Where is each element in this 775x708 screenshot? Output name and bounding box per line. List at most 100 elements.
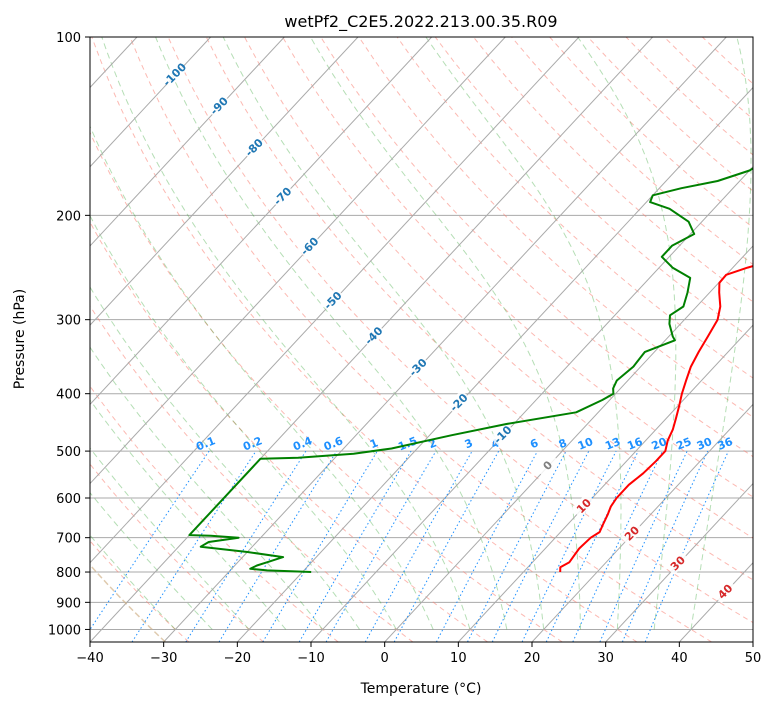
isotherm-line [90, 37, 285, 247]
moist-adiabat [310, 37, 581, 630]
moist-adiabat [90, 214, 397, 630]
y-axis: 100 200 300 400 500 600 700 800 900 1000 [48, 31, 90, 638]
isotherm-label-bg [570, 493, 596, 518]
moist-adiabat [90, 491, 213, 630]
mixing-ratio-label: 30 [695, 435, 714, 453]
y-tick-label: 300 [56, 314, 81, 329]
y-tick-label: 600 [56, 492, 81, 507]
dry-adiabat [434, 37, 753, 341]
mixing-ratio-label: 36 [716, 435, 735, 453]
isotherm-label-bg [405, 354, 430, 380]
isotherm-line [90, 37, 506, 485]
y-tick-label: 400 [56, 388, 81, 403]
y-tick-label: 500 [56, 445, 81, 460]
isotherm-label-bg [296, 233, 322, 259]
isotherm-label-bg [489, 421, 515, 447]
mixing-ratio-label: 2 [427, 436, 439, 451]
mixing-ratio-line [218, 450, 338, 642]
mixing-ratio-line [435, 450, 538, 642]
mixing-ratio-line [185, 450, 307, 642]
isotherm-line [752, 641, 753, 642]
x-tick-label: −40 [76, 651, 103, 666]
isotherm-line [163, 37, 727, 642]
isotherm-line [310, 165, 753, 642]
y-tick-label: 900 [56, 596, 81, 611]
dry-adiabat [129, 37, 712, 642]
x-axis: −40 −30 −20 −10 0 10 20 30 40 50 [76, 642, 761, 666]
isotherm-label-bg [206, 93, 232, 118]
mixing-ratio-line [262, 450, 378, 642]
isotherm-label-bg [360, 322, 386, 348]
moist-adiabat [222, 37, 545, 630]
moist-adiabat [155, 37, 508, 630]
mixing-ratio-label: 1 [368, 436, 380, 451]
dry-adiabat [90, 385, 339, 642]
isotherm-line [678, 562, 753, 642]
x-tick-label: 50 [745, 651, 762, 666]
mixing-ratio-line [298, 450, 412, 642]
mixing-ratio-line [521, 450, 617, 642]
moist-adiabat [690, 37, 752, 630]
dewpoint-profile [188, 167, 753, 573]
dry-adiabat [205, 37, 753, 581]
dry-adiabat [511, 37, 753, 266]
isotherm-label-bg [534, 452, 560, 478]
mixing-ratio-line [393, 450, 500, 642]
y-tick-label: 800 [56, 566, 81, 581]
mixing-ratio-line [131, 450, 257, 642]
mixing-ratio-line [364, 450, 473, 642]
x-tick-label: 10 [450, 651, 467, 666]
moist-adiabat [425, 37, 622, 630]
mixing-ratio-line [621, 450, 709, 642]
plot-frame [89, 36, 754, 643]
x-axis-label: Temperature (°C) [360, 681, 482, 697]
dry-adiabat [90, 540, 190, 642]
dry-adiabat [320, 37, 753, 458]
mixing-ratio-label: 16 [625, 435, 644, 453]
dry-adiabat [701, 37, 753, 85]
dry-adiabat [396, 37, 753, 379]
isotherm-label-bg [241, 134, 266, 160]
mixing-ratio-line [545, 450, 639, 642]
mixing-ratio-label: 10 [576, 435, 595, 453]
x-tick-label: 0 [381, 651, 389, 666]
isotherm-label-bg [664, 550, 690, 576]
mixing-ratio-label: 13 [603, 435, 622, 453]
y-tick-label: 200 [56, 209, 81, 224]
x-tick-label: 40 [671, 651, 688, 666]
isotherm-label-bg [269, 183, 295, 208]
isotherm-label-bg [619, 520, 644, 546]
line-labels: 0.1 0.2 0.4 0.6 1 1.5 2 3 4 6 8 10 13 16 20 25 30 36-100-… [160, 60, 738, 604]
moist-adiabat [90, 534, 176, 630]
mixing-ratio-label: 3 [463, 436, 475, 451]
moist-adiabat [90, 125, 434, 630]
chart-title: wetPf2_C2E5.2022.213.00.35.R09 [284, 12, 557, 32]
isotherm-line [384, 245, 753, 642]
mixing-ratio-label: 25 [674, 435, 693, 453]
lcl-curve [90, 563, 166, 642]
mixing-ratio-line [599, 450, 688, 642]
y-tick-label: 100 [56, 31, 81, 46]
dry-adiabat [282, 37, 753, 498]
mixing-ratio-line [491, 450, 590, 642]
data-series [188, 167, 753, 573]
moist-adiabat [90, 286, 360, 630]
moist-adiabat [90, 399, 287, 630]
isotherm-line [90, 37, 580, 564]
isotherm-label-bg [320, 287, 345, 313]
isotherm-label-bg [161, 61, 187, 87]
isotherm-line [90, 37, 212, 168]
temperature-profile [559, 265, 753, 573]
mixing-ratio-line [644, 450, 729, 642]
isotherm-label-bg [446, 389, 471, 415]
dry-adiabat [167, 37, 753, 624]
moist-adiabat [101, 37, 471, 630]
moist-adiabat [90, 447, 250, 630]
y-axis-label: Pressure (hPa) [12, 289, 28, 389]
y-tick-label: 1000 [48, 623, 81, 638]
x-tick-label: 30 [597, 651, 614, 666]
dry-adiabat [549, 37, 753, 229]
dry-adiabat [90, 131, 563, 642]
isotherm-line [605, 482, 753, 642]
